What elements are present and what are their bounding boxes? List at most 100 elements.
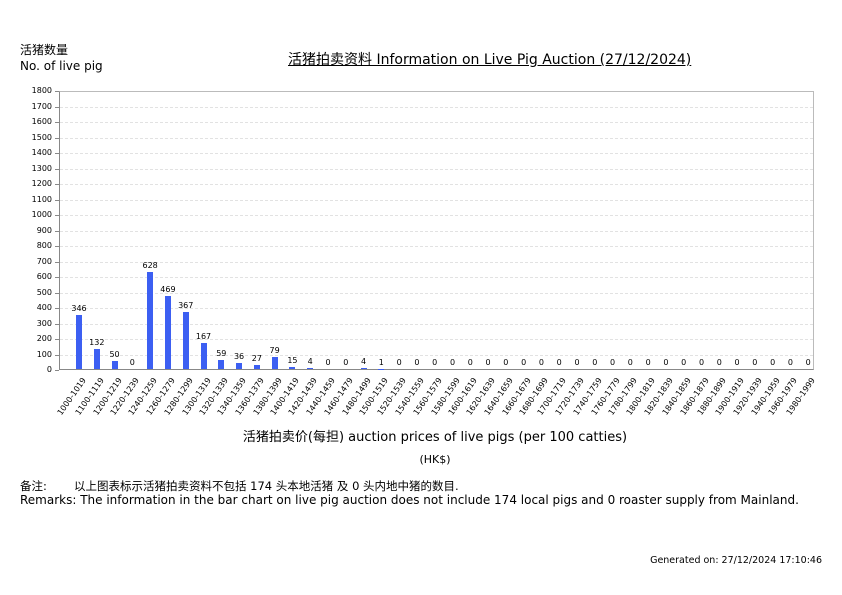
y-tick-label: 500 — [36, 287, 52, 297]
bar-value-label: 0 — [503, 358, 509, 367]
bar — [271, 356, 278, 369]
generated-timestamp: Generated on: 27/12/2024 17:10:46 — [650, 555, 822, 566]
bar-value-label: 167 — [195, 332, 212, 342]
bar-value-label: 50 — [109, 350, 120, 360]
bar — [236, 363, 243, 369]
y-tick-label: 0 — [46, 365, 52, 374]
bar-value-label: 4 — [307, 357, 313, 367]
gridline — [60, 277, 813, 278]
bar-value-label: 0 — [787, 358, 793, 367]
bar-value-label: 132 — [89, 337, 105, 347]
bar-value-label: 0 — [538, 358, 544, 367]
y-axis-title-cn: 活猪数量 — [20, 43, 69, 57]
plot-area: 346 132 50 0 628 469 367 167 59 36 27 79 15 4 0 0 4 1 0 0 0 0… — [59, 91, 814, 370]
gridline — [60, 153, 813, 154]
bar — [289, 366, 296, 369]
y-tick-mark — [55, 168, 59, 170]
y-tick-label: 1100 — [31, 194, 52, 204]
bar-value-label: 0 — [325, 358, 331, 367]
y-tick-label: 1700 — [31, 101, 52, 111]
y-tick-mark — [55, 292, 59, 294]
bar-value-label: 0 — [432, 358, 438, 367]
bar-value-label: 0 — [592, 358, 598, 367]
bar-value-label: 36 — [233, 352, 245, 362]
bar — [218, 359, 225, 369]
bar-value-label: 0 — [521, 358, 527, 367]
bar-value-label: 0 — [805, 358, 811, 367]
bar-value-label: 1 — [378, 357, 384, 367]
bar-value-label: 0 — [645, 358, 651, 367]
gridline — [60, 122, 813, 123]
y-tick-label: 1200 — [31, 179, 52, 188]
bar-value-label: 0 — [663, 358, 669, 367]
bar — [182, 312, 189, 369]
bar-value-label: 0 — [752, 358, 758, 367]
y-tick-label: 600 — [36, 272, 52, 281]
gridline — [60, 230, 813, 232]
y-tick-label: 1600 — [31, 117, 52, 126]
bar-value-label: 0 — [449, 358, 456, 367]
y-tick-mark — [55, 122, 59, 123]
bar-value-label: 0 — [396, 358, 402, 367]
y-axis-title: 活猪数量 No. of live pig — [20, 42, 103, 74]
bar — [164, 296, 171, 369]
y-tick-label: 100 — [36, 349, 52, 359]
bar-value-label: 0 — [610, 358, 616, 367]
bar — [200, 343, 207, 369]
y-tick-label: 1500 — [31, 132, 52, 142]
chart-title: 活猪拍卖资料 Information on Live Pig Auction (… — [288, 52, 692, 68]
bar-value-label: 0 — [343, 358, 349, 367]
gridline — [60, 106, 813, 108]
y-tick-mark — [55, 323, 59, 325]
bar-value-label: 0 — [485, 358, 491, 367]
bar-value-label: 27 — [251, 353, 262, 363]
bar-value-label: 4 — [361, 357, 367, 367]
bar-value-label: 469 — [160, 285, 176, 295]
y-tick-mark — [55, 339, 59, 340]
bar-value-label: 0 — [129, 358, 135, 367]
bar-value-label: 0 — [556, 358, 562, 367]
y-tick-label: 1300 — [31, 163, 52, 173]
x-axis-unit: (HK$) — [419, 453, 451, 466]
y-tick-mark — [55, 230, 59, 232]
remarks-cn: 备注: 以上图表标示活猪拍卖资料不包括 174 头本地活猪 及 0 头内地中猪的数… — [20, 478, 459, 494]
y-tick-mark — [55, 277, 59, 278]
y-tick-label: 1800 — [31, 86, 52, 95]
bar — [147, 271, 154, 369]
y-tick-label: 400 — [36, 303, 52, 312]
remarks-cn-label: 备注: — [20, 479, 47, 493]
y-tick-mark — [55, 246, 59, 247]
bar-value-label: 0 — [467, 358, 473, 367]
bar-value-label: 628 — [142, 260, 158, 270]
y-tick-mark — [55, 261, 59, 263]
gridline — [60, 168, 813, 170]
bar — [76, 315, 82, 369]
y-tick-mark — [55, 370, 59, 371]
bar-value-label: 59 — [216, 348, 227, 358]
y-tick-mark — [55, 91, 59, 92]
bar-value-label: 0 — [734, 358, 740, 367]
gridline — [60, 354, 813, 356]
gridline — [60, 215, 813, 216]
bar-value-label: 367 — [178, 301, 194, 311]
y-axis-title-en: No. of live pig — [20, 59, 103, 73]
bar — [253, 364, 260, 369]
bar-value-label: 0 — [627, 358, 633, 367]
y-tick-mark — [55, 215, 59, 216]
y-tick-mark — [55, 106, 59, 108]
gridline — [60, 261, 813, 263]
y-tick-label: 700 — [36, 256, 52, 266]
x-axis-title: 活猪拍卖价(每担) auction prices of live pigs (p… — [242, 430, 628, 445]
y-tick-mark — [55, 354, 59, 356]
y-tick-mark — [55, 308, 59, 309]
remarks-en: Remarks: The information in the bar char… — [20, 493, 799, 507]
bar — [307, 368, 314, 369]
y-tick-mark — [55, 184, 59, 185]
bar-value-label: 0 — [414, 358, 420, 367]
y-tick-label: 1000 — [31, 210, 52, 219]
y-tick-label: 1400 — [31, 148, 52, 157]
y-tick-mark — [55, 153, 59, 154]
bar-value-label: 0 — [574, 358, 580, 367]
bar-value-label: 346 — [71, 304, 87, 314]
bar-value-label: 0 — [681, 358, 687, 367]
